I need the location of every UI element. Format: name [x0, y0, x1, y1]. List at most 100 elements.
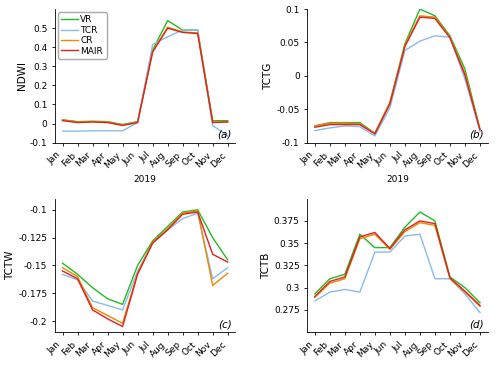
VR	[74, 272, 80, 277]
MAIR	[180, 212, 186, 216]
MAIR	[402, 44, 408, 49]
MAIR	[60, 119, 66, 123]
CR	[104, 313, 110, 318]
MAIR	[327, 279, 333, 284]
TCR	[134, 120, 140, 125]
VR	[327, 120, 333, 125]
Line: CR: CR	[315, 16, 480, 133]
CR	[74, 274, 80, 279]
VR	[372, 245, 378, 250]
X-axis label: 2019: 2019	[134, 175, 156, 184]
TCR	[60, 272, 66, 277]
VR	[417, 210, 423, 214]
Text: (d): (d)	[470, 319, 484, 330]
MAIR	[342, 122, 348, 127]
MAIR	[60, 269, 66, 273]
TCR	[477, 129, 483, 134]
CR	[210, 283, 216, 288]
CR	[210, 120, 216, 124]
TCR	[180, 216, 186, 221]
VR	[387, 100, 393, 105]
MAIR	[387, 246, 393, 251]
TCR	[210, 123, 216, 128]
TCR	[224, 134, 230, 138]
MAIR	[357, 235, 363, 239]
CR	[447, 277, 453, 281]
VR	[194, 28, 200, 32]
VR	[60, 118, 66, 122]
TCR	[210, 277, 216, 281]
VR	[150, 48, 156, 52]
CR	[164, 25, 170, 30]
CR	[194, 209, 200, 213]
Line: TCR: TCR	[315, 234, 480, 312]
TCR	[150, 241, 156, 245]
MAIR	[104, 316, 110, 321]
VR	[417, 7, 423, 11]
TCR	[164, 228, 170, 232]
VR	[74, 119, 80, 124]
TCR	[462, 292, 468, 296]
MAIR	[104, 120, 110, 125]
VR	[462, 67, 468, 72]
MAIR	[387, 102, 393, 106]
VR	[90, 285, 96, 290]
CR	[357, 237, 363, 241]
CR	[74, 120, 80, 124]
VR	[312, 292, 318, 296]
TCR	[74, 129, 80, 133]
Line: TCR: TCR	[62, 213, 228, 310]
CR	[402, 43, 408, 47]
TCR	[74, 278, 80, 282]
MAIR	[312, 294, 318, 299]
Line: VR: VR	[62, 20, 228, 124]
TCR	[120, 128, 126, 133]
CR	[342, 277, 348, 281]
Line: TCR: TCR	[62, 30, 228, 136]
CR	[402, 230, 408, 234]
VR	[224, 119, 230, 123]
TCR	[90, 128, 96, 133]
MAIR	[342, 275, 348, 279]
MAIR	[150, 50, 156, 54]
Line: CR: CR	[62, 27, 228, 125]
MAIR	[90, 120, 96, 124]
Line: MAIR: MAIR	[315, 17, 480, 134]
TCR	[104, 303, 110, 308]
TCR	[342, 287, 348, 292]
TCR	[477, 310, 483, 315]
VR	[90, 119, 96, 123]
TCR	[150, 42, 156, 47]
VR	[104, 297, 110, 301]
X-axis label: 2019: 2019	[386, 175, 409, 184]
VR	[357, 120, 363, 125]
MAIR	[477, 303, 483, 308]
MAIR	[134, 272, 140, 277]
MAIR	[74, 277, 80, 281]
MAIR	[417, 15, 423, 19]
VR	[150, 239, 156, 243]
Line: CR: CR	[62, 211, 228, 323]
MAIR	[447, 276, 453, 280]
MAIR	[327, 122, 333, 127]
MAIR	[74, 120, 80, 125]
MAIR	[432, 222, 438, 226]
VR	[120, 122, 126, 127]
TCR	[90, 299, 96, 303]
Line: CR: CR	[315, 223, 480, 306]
VR	[180, 28, 186, 32]
TCR	[164, 35, 170, 39]
VR	[104, 119, 110, 124]
CR	[120, 321, 126, 326]
MAIR	[312, 125, 318, 130]
TCR	[432, 34, 438, 38]
MAIR	[194, 210, 200, 214]
CR	[194, 31, 200, 35]
VR	[312, 124, 318, 128]
TCR	[327, 126, 333, 130]
TCR	[447, 277, 453, 281]
VR	[357, 232, 363, 237]
TCR	[104, 128, 110, 133]
MAIR	[417, 219, 423, 223]
TCR	[342, 124, 348, 128]
